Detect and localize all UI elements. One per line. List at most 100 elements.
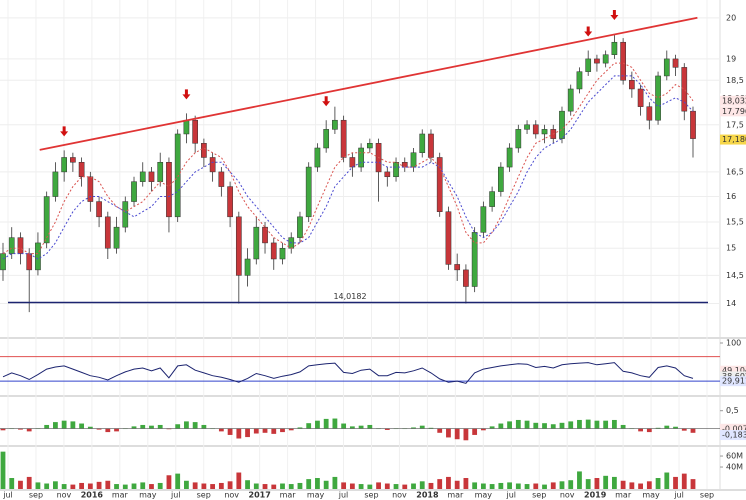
bar — [349, 426, 355, 429]
candle-body — [35, 242, 41, 271]
bar — [472, 428, 478, 435]
candle-body — [253, 226, 260, 260]
candle-body — [480, 206, 487, 233]
candle-body — [358, 147, 364, 168]
candle-body — [0, 253, 6, 271]
bar — [673, 426, 678, 429]
x-tick-label: nov — [224, 491, 239, 500]
bar — [280, 428, 285, 433]
bar — [61, 420, 67, 429]
bar — [358, 425, 364, 429]
bar — [184, 421, 189, 429]
bar — [70, 421, 76, 429]
bar — [96, 428, 102, 430]
x-tick-label: nov — [57, 491, 72, 500]
moving-average — [2, 75, 694, 260]
candle-body — [17, 237, 24, 254]
bar — [332, 418, 338, 429]
bar — [0, 451, 6, 489]
candle-body — [497, 166, 504, 192]
bar — [550, 424, 556, 429]
candle-body — [366, 143, 373, 149]
bar — [96, 481, 102, 489]
candle-body — [594, 58, 600, 64]
bar — [454, 480, 460, 489]
bar — [681, 473, 687, 489]
bar — [0, 428, 6, 431]
candle-body — [218, 171, 225, 187]
bar — [218, 428, 224, 432]
y-tick-label: 0,5 — [726, 406, 739, 415]
candle-body — [436, 157, 443, 212]
bar — [280, 483, 285, 489]
x-tick-label: 2019 — [584, 491, 607, 500]
x-tick-label: mar — [280, 491, 297, 500]
bar — [114, 428, 119, 432]
x-tick-label: may — [642, 491, 660, 500]
candle-body — [148, 171, 155, 182]
bar — [655, 427, 661, 429]
bar — [620, 424, 626, 429]
bar — [428, 427, 434, 429]
candle-body — [559, 110, 565, 139]
candle-body — [235, 216, 242, 276]
bar — [393, 484, 399, 489]
x-tick-label: nov — [392, 491, 407, 500]
bar — [114, 484, 119, 489]
candle-body — [157, 161, 164, 182]
candle-body — [541, 129, 548, 135]
bar — [533, 422, 539, 429]
bar — [53, 422, 58, 429]
candle-body — [340, 119, 347, 158]
bar — [253, 428, 259, 434]
bar — [542, 423, 547, 429]
x-tick-label: mar — [112, 491, 129, 500]
bar — [673, 476, 678, 489]
bar — [611, 476, 617, 489]
x-tick-label: sep — [700, 491, 714, 500]
bar — [603, 420, 609, 429]
candle-body — [52, 171, 59, 197]
value-tag-label: 18,032 — [722, 96, 746, 105]
candle-body — [61, 157, 67, 173]
candle-body — [410, 152, 417, 168]
bar — [166, 428, 172, 430]
bar — [131, 483, 137, 489]
bar — [87, 426, 93, 429]
candle-body — [270, 242, 277, 260]
bar — [428, 482, 434, 489]
candle-body — [78, 161, 85, 178]
candle-body — [532, 124, 539, 135]
bar — [166, 475, 172, 489]
bar — [411, 483, 416, 489]
bar — [149, 425, 154, 429]
candle-body — [43, 196, 50, 244]
candle-body — [174, 133, 181, 218]
candle-body — [393, 161, 399, 178]
moving-average — [2, 62, 694, 255]
candle-body — [349, 157, 356, 168]
bar — [446, 428, 451, 438]
bar — [210, 484, 216, 489]
y-tick-label: 14,5 — [726, 271, 744, 280]
bar — [26, 476, 32, 489]
x-tick-label: mar — [447, 491, 464, 500]
y-tick-label: 16 — [726, 192, 736, 201]
candle-body — [201, 143, 207, 158]
value-tag — [720, 376, 746, 387]
bar — [157, 424, 163, 429]
candle-body — [131, 181, 137, 202]
bar — [681, 428, 687, 431]
y-tick-label: 18,5 — [726, 76, 744, 85]
candle-body — [445, 211, 452, 265]
candle-body — [567, 88, 574, 112]
candle-body — [104, 216, 111, 249]
candle-body — [515, 129, 522, 149]
bar — [53, 481, 58, 489]
y-tick-label: 17,5 — [726, 120, 744, 129]
bar — [646, 481, 652, 489]
candle-body — [663, 58, 670, 77]
candle-body — [672, 58, 679, 68]
